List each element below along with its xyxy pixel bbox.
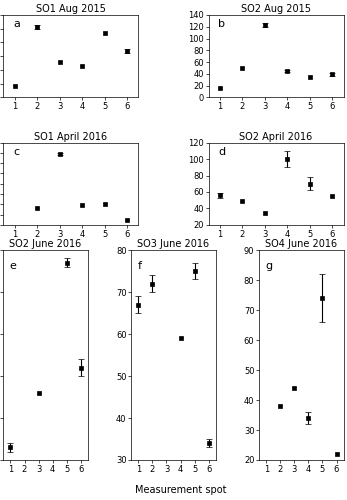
Text: f: f [137,260,141,270]
Text: c: c [13,146,19,156]
Text: a: a [13,19,20,29]
Title: SO2 June 2016: SO2 June 2016 [9,240,82,250]
Text: d: d [218,146,225,156]
Title: SO1 Aug 2015: SO1 Aug 2015 [36,4,106,14]
Title: SO2 April 2016: SO2 April 2016 [239,132,313,142]
Text: b: b [218,19,225,29]
Text: e: e [9,260,16,270]
Text: Measurement spot: Measurement spot [135,485,226,495]
Text: g: g [265,260,272,270]
Title: SO4 June 2016: SO4 June 2016 [265,240,338,250]
Title: SO1 April 2016: SO1 April 2016 [34,132,108,142]
Title: SO3 June 2016: SO3 June 2016 [137,240,210,250]
Title: SO2 Aug 2015: SO2 Aug 2015 [241,4,311,14]
